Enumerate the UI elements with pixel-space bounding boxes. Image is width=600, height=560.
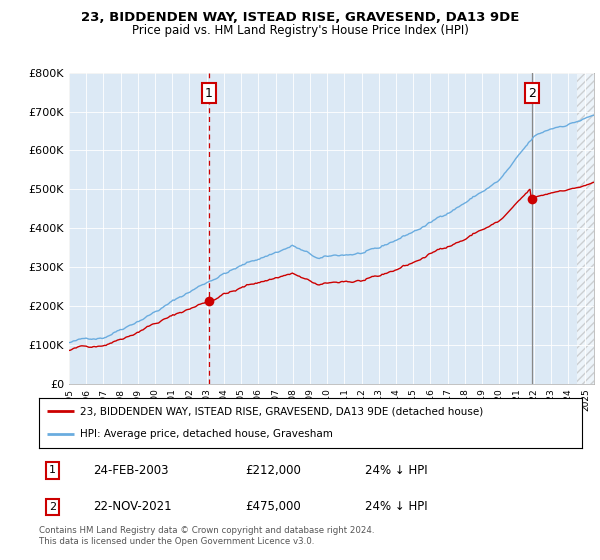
Text: HPI: Average price, detached house, Gravesham: HPI: Average price, detached house, Grav… [80,430,332,440]
Text: 24% ↓ HPI: 24% ↓ HPI [365,464,427,477]
Text: 24-FEB-2003: 24-FEB-2003 [94,464,169,477]
Text: £212,000: £212,000 [245,464,301,477]
Text: £475,000: £475,000 [245,500,301,514]
Text: 2: 2 [528,86,536,100]
Text: Contains HM Land Registry data © Crown copyright and database right 2024.
This d: Contains HM Land Registry data © Crown c… [39,526,374,546]
Text: 22-NOV-2021: 22-NOV-2021 [94,500,172,514]
Text: 23, BIDDENDEN WAY, ISTEAD RISE, GRAVESEND, DA13 9DE (detached house): 23, BIDDENDEN WAY, ISTEAD RISE, GRAVESEN… [80,406,483,416]
Text: Price paid vs. HM Land Registry's House Price Index (HPI): Price paid vs. HM Land Registry's House … [131,24,469,36]
Text: 1: 1 [49,465,56,475]
Text: 24% ↓ HPI: 24% ↓ HPI [365,500,427,514]
Text: 2: 2 [49,502,56,512]
Text: 1: 1 [205,86,213,100]
Text: 23, BIDDENDEN WAY, ISTEAD RISE, GRAVESEND, DA13 9DE: 23, BIDDENDEN WAY, ISTEAD RISE, GRAVESEN… [81,11,519,24]
